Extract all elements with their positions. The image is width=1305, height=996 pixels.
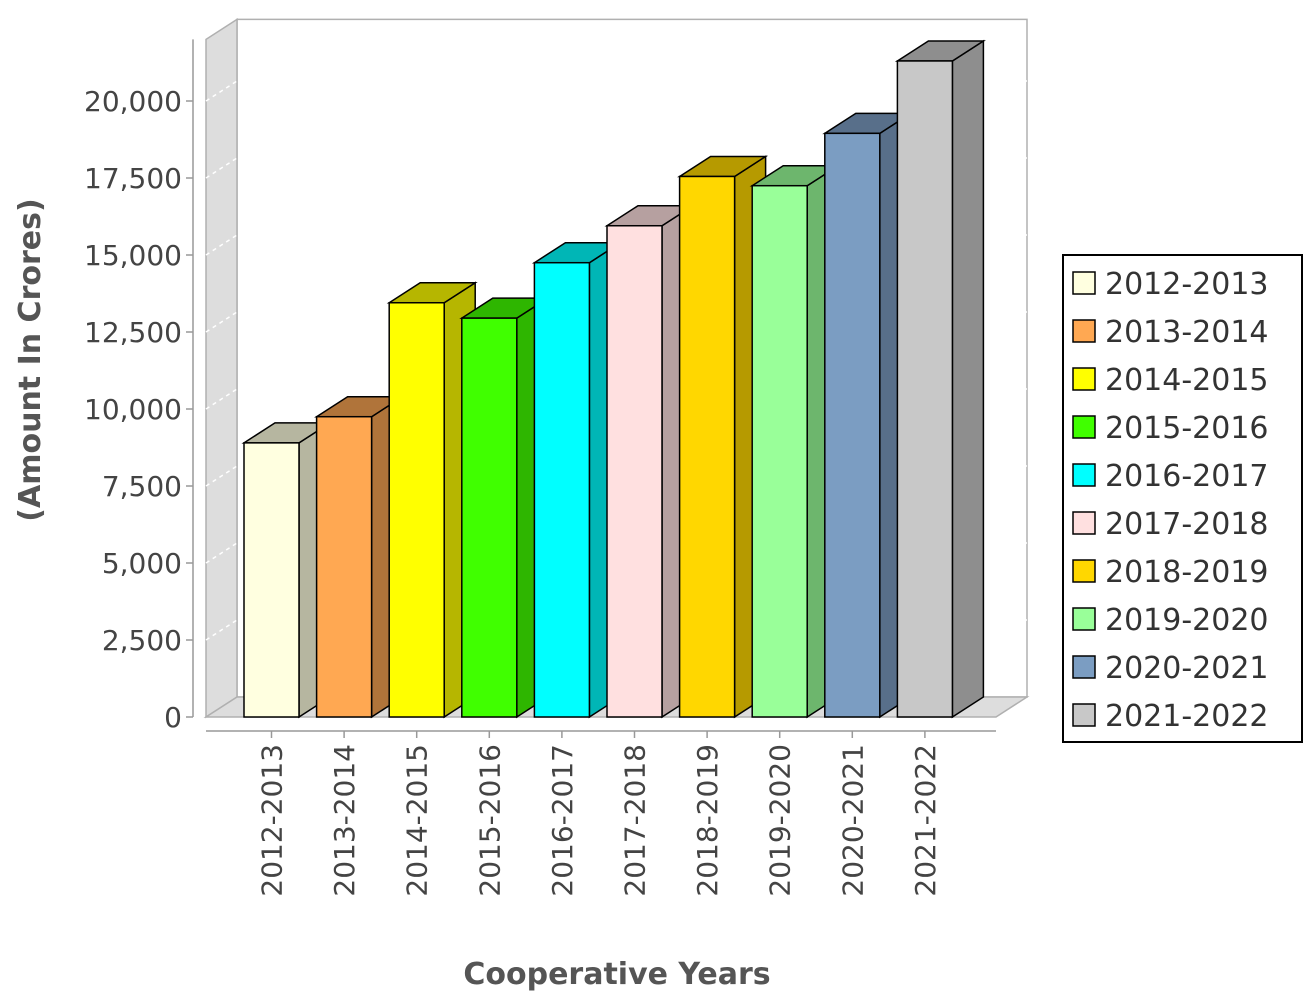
x-axis-title: Cooperative Years <box>463 957 770 992</box>
gridline <box>205 80 1027 102</box>
legend-item: 2016-2017 <box>1072 459 1269 494</box>
x-tick-label: 2021-2022 <box>909 744 942 897</box>
y-tick-label: 12,500 <box>84 316 182 349</box>
legend-label: 2015-2016 <box>1105 411 1269 446</box>
y-tick-label: 20,000 <box>84 85 182 118</box>
x-tick-label: 2018-2019 <box>691 744 724 897</box>
bar-front <box>461 317 518 718</box>
bar <box>677 155 769 719</box>
legend-item: 2020-2021 <box>1072 651 1269 686</box>
legend-swatch <box>1072 703 1096 727</box>
y-tick-label: 0 <box>164 701 182 734</box>
legend-item: 2021-2022 <box>1072 699 1269 734</box>
bar-front <box>315 415 373 718</box>
x-tick-label: 2013-2014 <box>328 744 361 897</box>
bar <box>749 164 841 719</box>
legend: 2012-2013 2013-2014 2014-2015 2015-2016 2016… <box>1062 254 1303 743</box>
legend-item: 2014-2015 <box>1072 363 1269 398</box>
legend-item: 2019-2020 <box>1072 603 1269 638</box>
bar <box>604 204 696 719</box>
legend-swatch <box>1072 511 1096 535</box>
legend-label: 2016-2017 <box>1105 459 1269 494</box>
bar-front <box>606 224 663 718</box>
x-tick-label: 2014-2015 <box>401 744 434 897</box>
legend-label: 2012-2013 <box>1105 267 1269 302</box>
legend-item: 2017-2018 <box>1072 507 1269 542</box>
bar-front <box>678 175 736 718</box>
bar-front <box>824 132 881 718</box>
y-tick-label: 17,500 <box>84 162 182 195</box>
legend-swatch <box>1072 367 1096 391</box>
legend-swatch <box>1072 319 1096 343</box>
bar-front <box>751 184 808 718</box>
x-tick-label: 2015-2016 <box>473 744 506 897</box>
legend-label: 2013-2014 <box>1105 315 1269 350</box>
left-wall <box>205 18 238 719</box>
x-tick-label: 2016-2017 <box>546 744 579 897</box>
legend-swatch <box>1072 655 1096 679</box>
y-tick-label: 15,000 <box>84 239 182 272</box>
legend-item: 2012-2013 <box>1072 267 1269 302</box>
y-axis-title: (Amount In Crores) <box>13 198 48 521</box>
x-tick-label: 2019-2020 <box>764 744 797 897</box>
legend-swatch <box>1072 271 1096 295</box>
legend-swatch <box>1072 415 1096 439</box>
y-tick-label: 5,000 <box>102 547 182 580</box>
bar-front <box>243 442 300 718</box>
legend-swatch <box>1072 463 1096 487</box>
legend-label: 2020-2021 <box>1105 651 1269 686</box>
x-tick-label: 2020-2021 <box>836 744 869 897</box>
legend-swatch <box>1072 559 1096 583</box>
legend-box <box>1062 254 1303 743</box>
legend-item: 2018-2019 <box>1072 555 1269 590</box>
y-tick-label: 2,500 <box>102 624 182 657</box>
legend-label: 2018-2019 <box>1105 555 1269 590</box>
bar-front <box>896 60 954 718</box>
x-tick-label: 2017-2018 <box>619 744 652 897</box>
y-tick-label: 7,500 <box>102 470 182 503</box>
bar <box>894 39 986 719</box>
legend-label: 2017-2018 <box>1105 507 1269 542</box>
legend-item: 2015-2016 <box>1072 411 1269 446</box>
bars <box>241 39 986 719</box>
legend-label: 2014-2015 <box>1105 363 1269 398</box>
x-axis-ticks: 2012-2013 2013-2014 2014-2015 2015-2016 2016… <box>206 730 996 897</box>
legend-swatch <box>1072 607 1096 631</box>
x-tick-label: 2012-2013 <box>256 744 289 897</box>
legend-label: 2019-2020 <box>1105 603 1269 638</box>
legend-label: 2021-2022 <box>1105 699 1269 734</box>
y-axis-ticks: 0 2,500 5,000 7,500 10,000 12,500 15,000 17,500… <box>84 39 194 734</box>
bar-front <box>533 261 591 718</box>
bar-side <box>951 39 985 719</box>
bar-front <box>388 301 445 718</box>
y-tick-label: 10,000 <box>84 393 182 426</box>
legend-item: 2013-2014 <box>1072 315 1269 350</box>
